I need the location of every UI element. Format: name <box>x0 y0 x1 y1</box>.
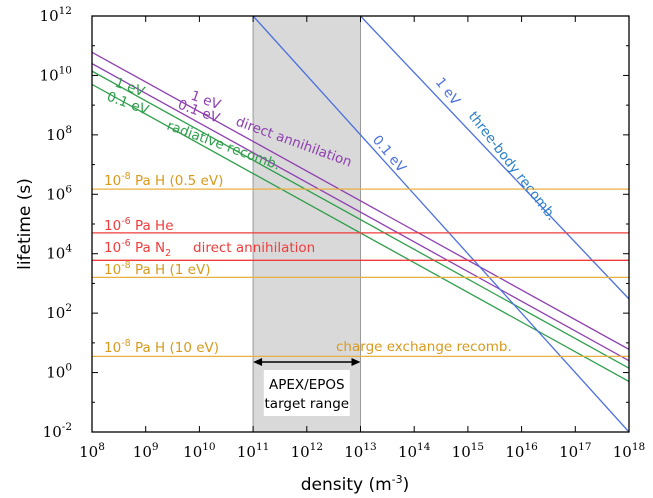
y-tick-label-10: 1010 <box>40 64 72 84</box>
series-line-4 <box>252 16 629 432</box>
range-label-line1: APEX/EPOS <box>269 377 345 393</box>
annotation-7: 1 eV <box>432 75 464 109</box>
y-tick-label-4: 104 <box>46 243 72 263</box>
y-tick-label-2: 102 <box>46 302 72 322</box>
y-tick-label-8: 108 <box>46 124 72 144</box>
level-label-4: 10-8 Pa H (10 eV) <box>104 338 219 356</box>
x-tick-label-8: 108 <box>79 441 105 461</box>
range-label-box <box>263 370 350 416</box>
series-line-1 <box>92 63 629 362</box>
y-tick-label-12: 1012 <box>40 5 72 25</box>
series-line-2 <box>92 70 629 369</box>
series-line-0 <box>92 51 629 350</box>
level-label-1: 10-6 Pa He <box>104 216 174 234</box>
x-tick-label-10: 1010 <box>183 441 215 461</box>
range-bar-arrow-right <box>351 358 361 366</box>
x-tick-label-14: 1014 <box>398 441 431 461</box>
annotation-8: three-body recomb. <box>465 109 560 224</box>
x-tick-label-17: 1017 <box>559 441 591 461</box>
range-label-line2: target range <box>265 396 350 412</box>
x-tick-label-9: 109 <box>133 441 159 461</box>
x-tick-label-12: 1012 <box>291 441 323 461</box>
x-tick-label-16: 1016 <box>505 441 538 461</box>
plot-frame <box>91 15 630 433</box>
x-tick-label-15: 1015 <box>452 441 484 461</box>
annotation-10: charge exchange recomb. <box>336 339 512 355</box>
series-line-5 <box>360 16 629 300</box>
x-tick-label-11: 1011 <box>237 441 269 461</box>
level-label-0: 10-8 Pa H (0.5 eV) <box>104 171 223 189</box>
range-bar-arrow-left <box>253 358 263 366</box>
x-tick-label-18: 1018 <box>613 441 645 461</box>
y-tick-label--2: 10-2 <box>43 421 72 441</box>
y-axis-label: lifetime (s) <box>15 178 35 270</box>
y-tick-label-0: 100 <box>46 362 72 382</box>
x-axis-label: density (m-3) <box>301 473 410 495</box>
y-tick-label-6: 106 <box>46 183 72 203</box>
level-label-3: 10-8 Pa H (1 eV) <box>104 260 210 278</box>
annotation-6: 0.1 eV <box>369 132 410 176</box>
x-tick-label-13: 1013 <box>344 441 376 461</box>
level-label-2: 10-6 Pa N2 <box>104 238 171 259</box>
annotation-9: direct annihilation <box>193 240 315 256</box>
